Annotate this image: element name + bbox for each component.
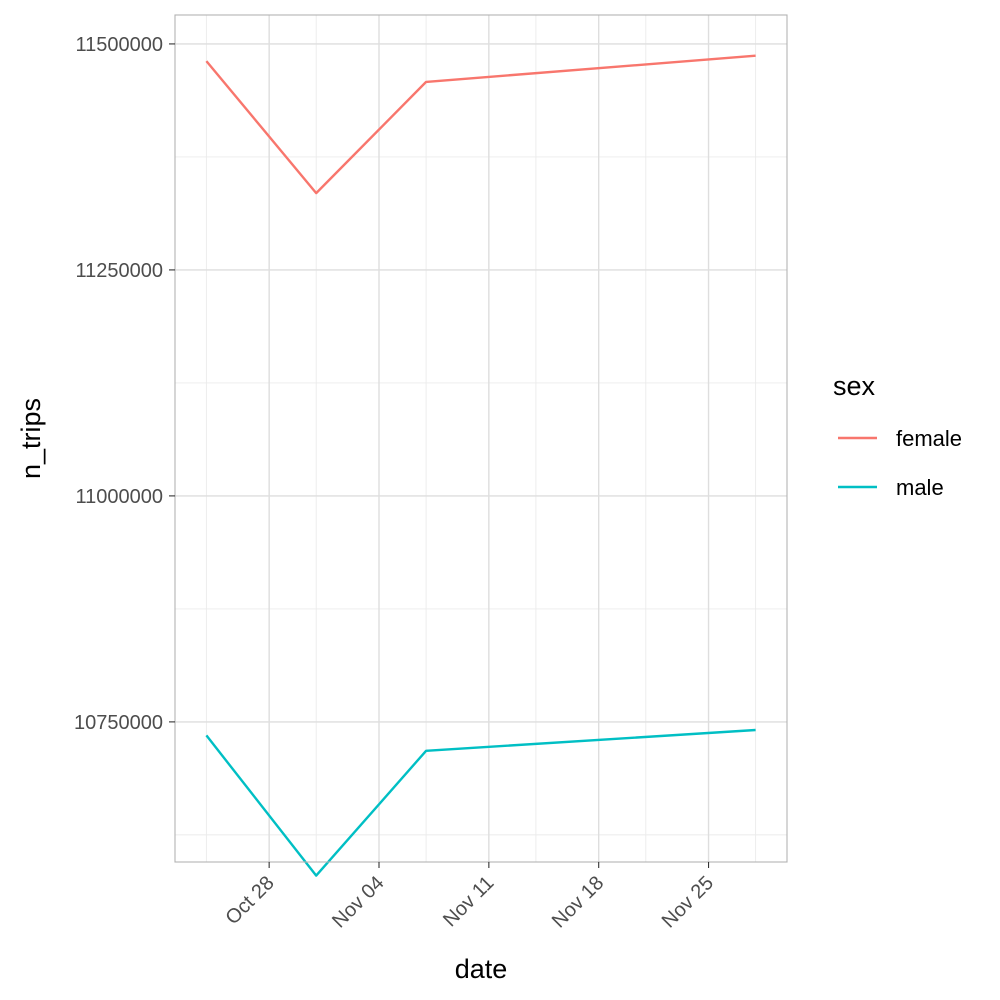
legend-items: female male [838,426,962,500]
x-tick-label: Nov 18 [548,872,608,932]
y-tick-label: 11500000 [76,34,164,56]
y-axis-title: n_trips [16,398,46,479]
minor-gridlines [175,15,787,862]
x-tick-label: Nov 25 [658,872,718,932]
series-line-female [205,54,756,195]
x-tick-label: Oct 28 [221,872,278,929]
legend-title: sex [833,371,876,401]
y-tick-label: 10750000 [74,712,163,734]
panel-border [174,14,788,863]
legend-label-female: female [896,426,962,451]
x-tick-label: Nov 04 [328,872,388,932]
major-gridlines [175,15,787,862]
x-axis-title: date [455,954,508,984]
x-tick-label: Nov 11 [439,872,498,931]
axis-ticks: Oct 28 Nov 04 Nov 11 Nov 18 Nov 25 10750000 11… [74,34,718,932]
legend-label-male: male [896,475,944,500]
y-tick-label: 11000000 [76,486,164,508]
y-tick-label: 11250000 [76,260,164,282]
series-lines [205,54,756,877]
series-line-male [205,728,756,877]
legend: sex female male [833,371,962,500]
